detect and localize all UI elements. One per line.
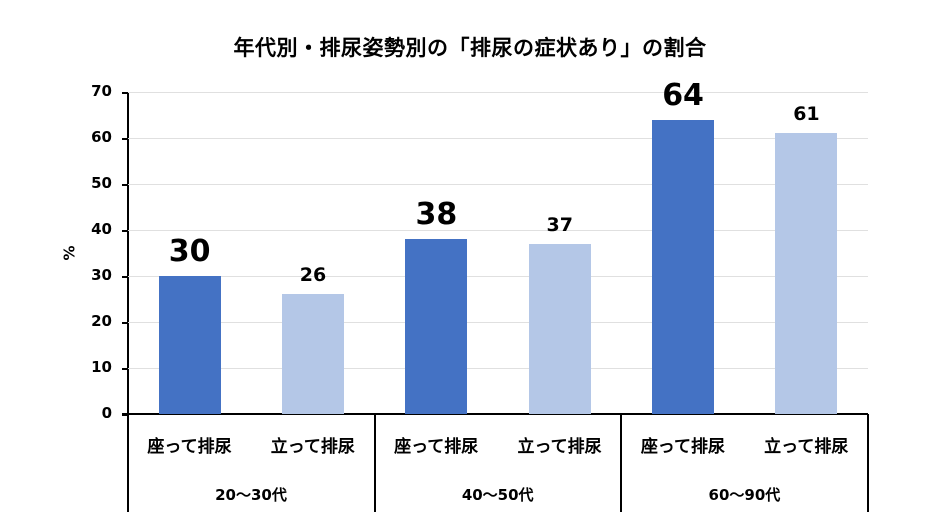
- group-divider: [373, 414, 376, 512]
- y-tick-mark: [122, 368, 128, 370]
- bar-sitting: [158, 276, 221, 414]
- data-label: 26: [299, 264, 327, 287]
- y-axis-label: %: [60, 245, 79, 261]
- gridline: [128, 184, 868, 185]
- group-label: 40〜50代: [461, 486, 534, 504]
- gridline: [128, 92, 868, 93]
- category-label: 座って排尿: [394, 437, 479, 457]
- y-tick-label: 0: [101, 404, 112, 422]
- y-tick-mark: [122, 322, 128, 324]
- group-divider: [867, 414, 870, 512]
- y-tick-mark: [122, 414, 128, 416]
- y-tick-label: 20: [91, 312, 112, 330]
- y-tick-label: 70: [91, 82, 112, 100]
- bar-sitting: [405, 239, 468, 414]
- group-divider: [620, 414, 623, 512]
- group-label: 60〜90代: [708, 486, 781, 504]
- category-label: 座って排尿: [640, 437, 725, 457]
- bar-standing: [528, 243, 591, 414]
- bar-sitting: [652, 119, 715, 414]
- bar-standing: [775, 133, 838, 414]
- y-tick-label: 40: [91, 220, 112, 238]
- gridline: [128, 138, 868, 139]
- chart-title: 年代別・排尿姿勢別の「排尿の症状あり」の割合: [233, 36, 707, 60]
- data-label: 61: [793, 103, 820, 126]
- bar-standing: [282, 294, 345, 414]
- y-tick-mark: [122, 276, 128, 278]
- group-divider: [127, 414, 129, 512]
- y-tick-label: 30: [91, 266, 112, 284]
- y-tick-mark: [122, 138, 128, 140]
- y-tick-mark: [122, 230, 128, 232]
- data-label: 30: [168, 234, 211, 269]
- y-tick-mark: [122, 92, 128, 94]
- category-label: 座って排尿: [147, 437, 232, 457]
- y-axis-line: [127, 92, 129, 512]
- y-tick-label: 60: [91, 128, 112, 146]
- y-tick-label: 10: [91, 358, 112, 376]
- y-tick-mark: [122, 184, 128, 186]
- data-label: 38: [415, 197, 458, 233]
- gridline: [128, 368, 868, 369]
- x-axis-line: [122, 413, 868, 415]
- category-label: 立って排尿: [517, 437, 602, 457]
- category-label: 立って排尿: [764, 437, 849, 457]
- category-label: 立って排尿: [270, 437, 355, 457]
- gridline: [128, 276, 868, 277]
- gridline: [128, 322, 868, 323]
- y-tick-label: 50: [91, 174, 112, 192]
- data-label: 64: [662, 77, 704, 113]
- data-label: 37: [546, 213, 573, 236]
- gridline: [128, 230, 868, 231]
- group-label: 20〜30代: [215, 486, 287, 504]
